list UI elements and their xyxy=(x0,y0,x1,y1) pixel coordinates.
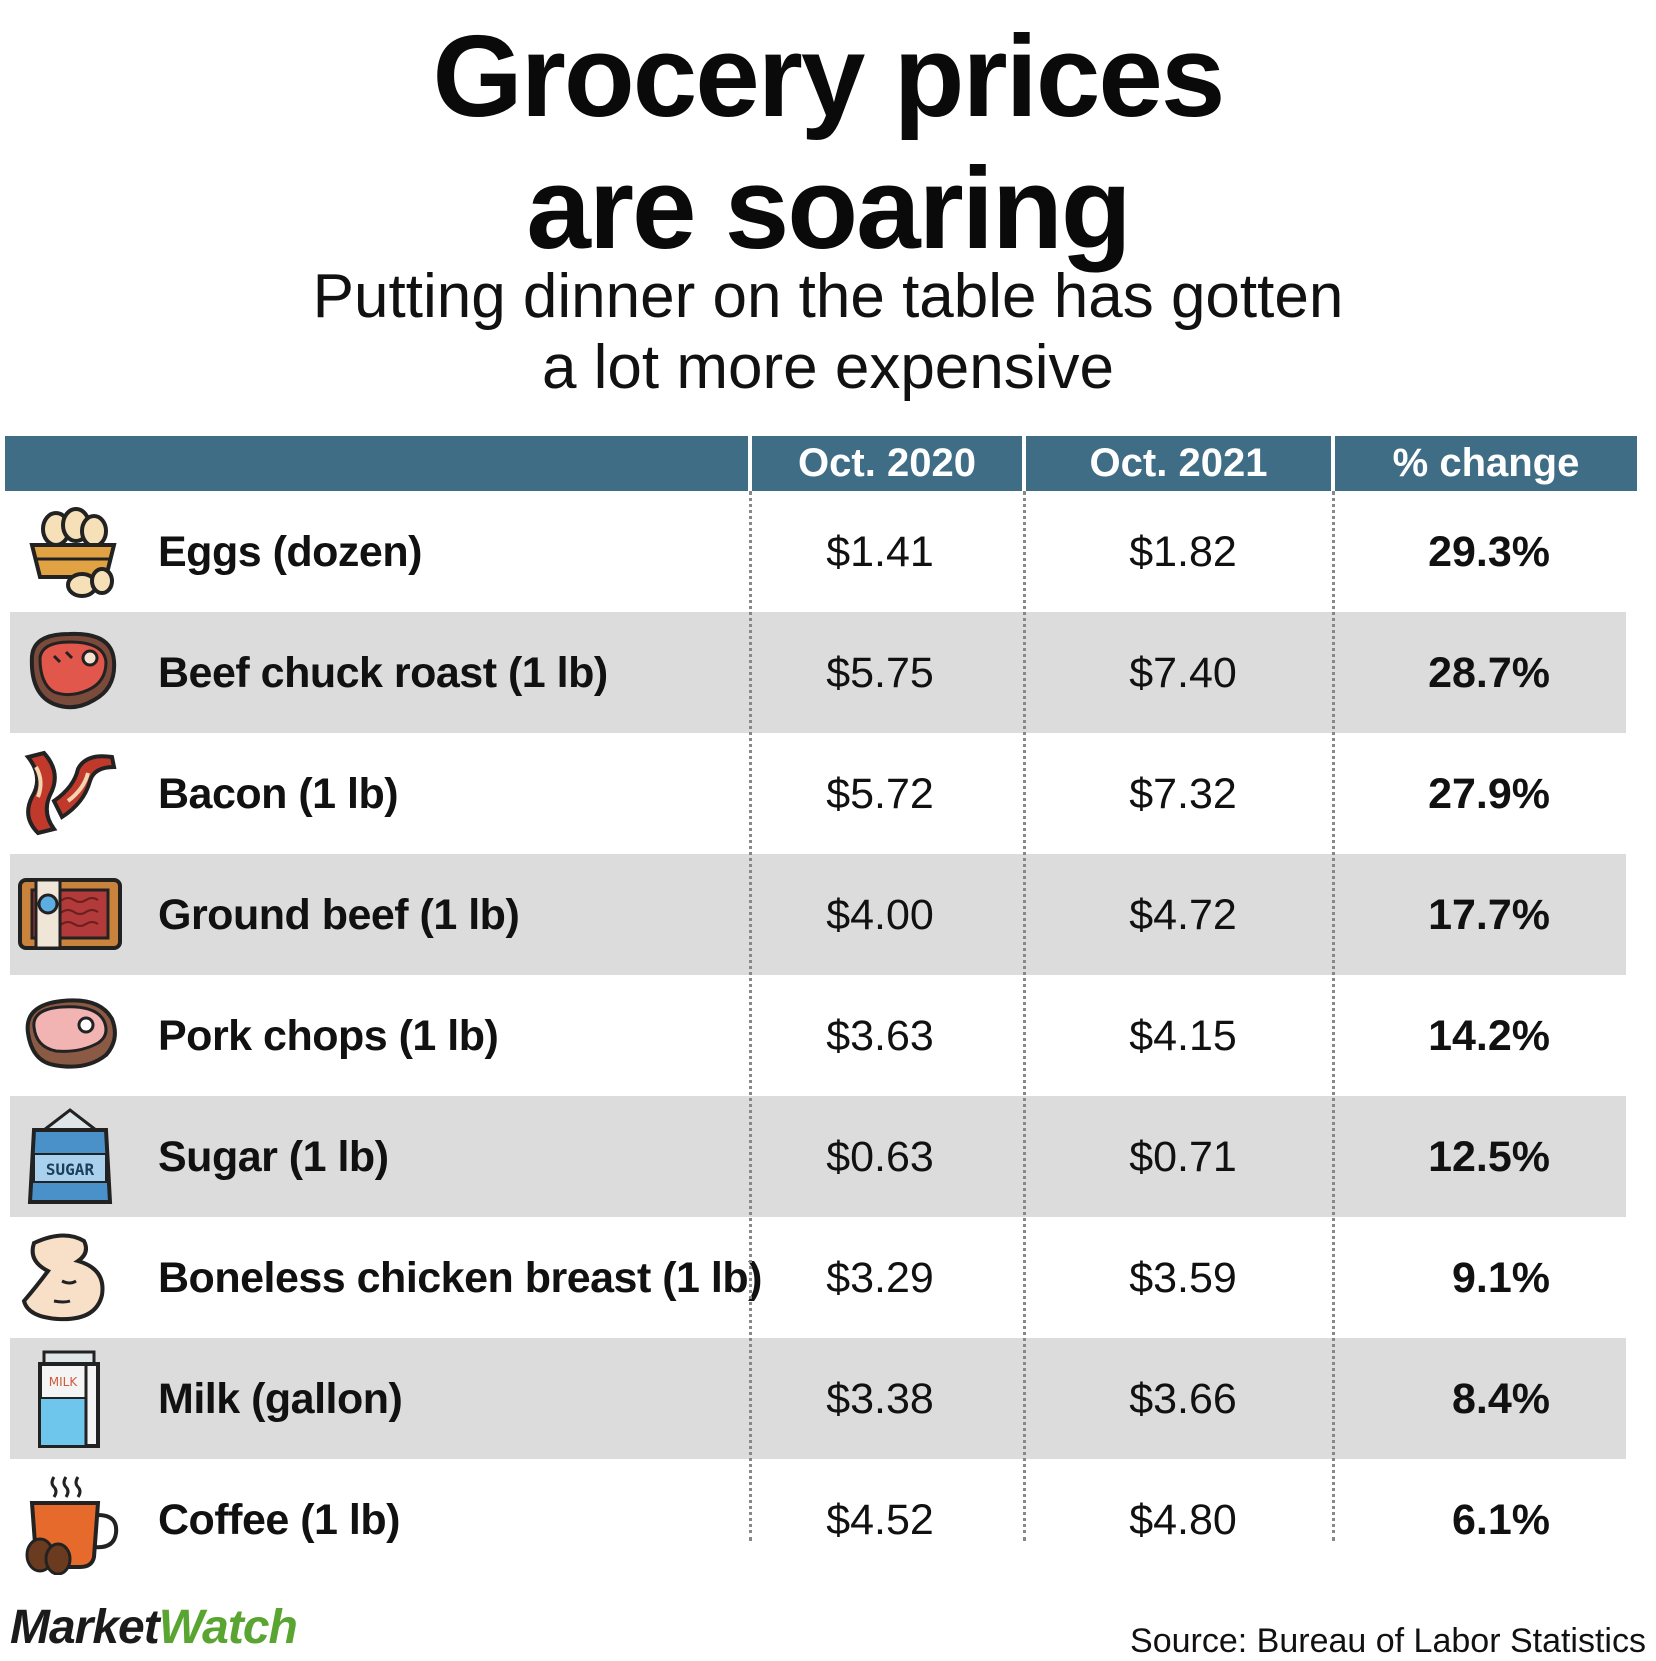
value-oct-2020: $4.52 xyxy=(826,1496,934,1544)
value-oct-2021: $4.80 xyxy=(1129,1496,1237,1544)
row-label: Beef chuck roast (1 lb) xyxy=(158,649,608,697)
milk-carton-icon: MILK xyxy=(14,1342,126,1454)
table-row-stripe xyxy=(10,1096,1626,1217)
row-label: Bacon (1 lb) xyxy=(158,770,399,818)
value-oct-2021: $3.59 xyxy=(1129,1254,1237,1302)
ground-beef-package-icon xyxy=(14,858,126,970)
column-divider xyxy=(749,491,752,1541)
table-header-blank xyxy=(5,436,748,491)
chart-title-line-2: are soaring xyxy=(526,143,1131,273)
row-label: Pork chops (1 lb) xyxy=(158,1012,499,1060)
value-oct-2020: $5.72 xyxy=(826,770,934,818)
chart-subtitle-line-1: Putting dinner on the table has gotten xyxy=(312,262,1344,331)
column-divider xyxy=(1023,491,1026,1541)
row-label: Milk (gallon) xyxy=(158,1375,403,1423)
value-oct-2021: $0.71 xyxy=(1129,1133,1237,1181)
chart-subtitle-line-2: a lot more expensive xyxy=(541,333,1115,402)
row-label: Eggs (dozen) xyxy=(158,528,422,576)
coffee-cup-icon xyxy=(14,1463,126,1576)
value-pct-change: 12.5% xyxy=(1428,1133,1550,1181)
row-label: Sugar (1 lb) xyxy=(158,1133,389,1181)
svg-text:MILK: MILK xyxy=(49,1375,79,1389)
table-row-stripe xyxy=(10,612,1626,733)
column-header-oct-2021: Oct. 2021 xyxy=(1089,441,1268,485)
row-label: Ground beef (1 lb) xyxy=(158,891,520,939)
value-oct-2021: $7.32 xyxy=(1129,770,1237,818)
value-pct-change: 8.4% xyxy=(1451,1375,1550,1423)
value-pct-change: 14.2% xyxy=(1428,1012,1550,1060)
value-oct-2020: $3.63 xyxy=(826,1012,934,1060)
value-oct-2021: $3.66 xyxy=(1129,1375,1237,1423)
value-oct-2020: $0.63 xyxy=(826,1133,934,1181)
source-note: Source: Bureau of Labor Statistics xyxy=(1130,1622,1646,1660)
eggs-basket-icon xyxy=(14,495,126,607)
marketwatch-logo: MarketWatch xyxy=(10,1601,298,1654)
table-header-bg-oct-2021 xyxy=(1026,436,1331,491)
value-pct-change: 27.9% xyxy=(1428,770,1550,818)
bacon-icon xyxy=(14,737,126,849)
value-oct-2021: $4.15 xyxy=(1129,1012,1237,1060)
row-label: Coffee (1 lb) xyxy=(158,1496,400,1544)
column-divider xyxy=(1332,491,1335,1541)
column-header-oct-2020: Oct. 2020 xyxy=(798,441,976,485)
value-pct-change: 9.1% xyxy=(1451,1254,1550,1302)
column-header-pct-change: % change xyxy=(1392,441,1580,485)
pork-chop-icon xyxy=(14,979,126,1091)
chicken-breast-icon xyxy=(14,1221,126,1333)
row-label: Boneless chicken breast (1 lb) xyxy=(158,1254,762,1302)
value-oct-2021: $7.40 xyxy=(1129,649,1237,697)
value-oct-2020: $4.00 xyxy=(826,891,934,939)
value-pct-change: 28.7% xyxy=(1428,649,1550,697)
table-row-stripe xyxy=(10,854,1626,975)
value-oct-2020: $5.75 xyxy=(826,649,934,697)
value-pct-change: 17.7% xyxy=(1428,891,1550,939)
value-pct-change: 6.1% xyxy=(1451,1496,1550,1544)
value-oct-2020: $1.41 xyxy=(826,528,934,576)
table-header-bg-oct-2020 xyxy=(752,436,1022,491)
value-oct-2021: $1.82 xyxy=(1129,528,1237,576)
chart-title-line-1: Grocery prices xyxy=(432,11,1226,141)
sugar-bag-icon: SUGAR xyxy=(14,1100,126,1212)
steak-icon xyxy=(14,616,126,728)
value-oct-2020: $3.29 xyxy=(826,1254,934,1302)
value-oct-2020: $3.38 xyxy=(826,1375,934,1423)
value-pct-change: 29.3% xyxy=(1428,528,1550,576)
table-header-bg-pct xyxy=(1335,436,1637,491)
value-oct-2021: $4.72 xyxy=(1129,891,1237,939)
table-row-stripe xyxy=(10,1338,1626,1459)
svg-text:SUGAR: SUGAR xyxy=(46,1160,95,1179)
